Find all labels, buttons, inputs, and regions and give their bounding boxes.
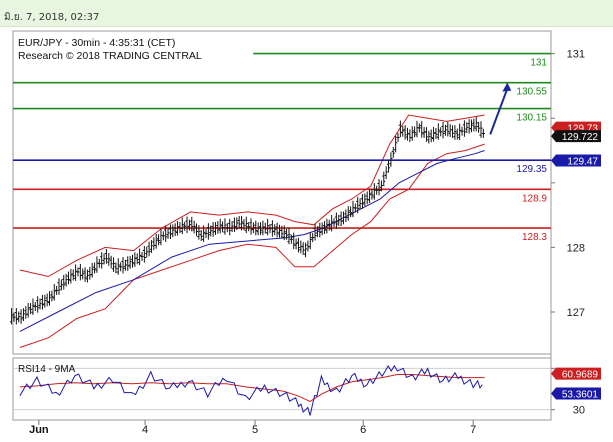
- price-tick-label: 128: [567, 242, 585, 254]
- date-tick-label: 6: [360, 424, 366, 436]
- price-badge: [551, 130, 601, 143]
- date-tick-label: 5: [252, 424, 258, 436]
- timestamp: มิ.ย. 7, 2018, 02:37: [4, 12, 100, 23]
- level-label: 128.3: [522, 232, 547, 243]
- price-tick-label: 131: [567, 49, 585, 61]
- chart-subtitle: Research © 2018 TRADING CENTRAL: [18, 50, 202, 62]
- projection-line: [489, 88, 509, 135]
- header-bar: มิ.ย. 7, 2018, 02:37: [0, 0, 613, 27]
- price-badge: [551, 154, 601, 167]
- date-tick-label: Jun: [29, 424, 49, 436]
- rsi-badge: [551, 387, 601, 400]
- projection-arrow: [489, 82, 512, 135]
- price-tick-label: 127: [567, 307, 585, 319]
- price-bars: [9, 116, 485, 325]
- rsi-tick-label: 30: [573, 405, 585, 417]
- price-axis-ticks: 127 128 131: [551, 49, 585, 319]
- rsi-ma-line: [19, 374, 485, 402]
- level-label: 129.35: [516, 164, 547, 175]
- rsi-indicator: 30 60.9689 53.3601: [13, 364, 601, 417]
- date-tick-label: 7: [470, 424, 476, 436]
- price-badge-label: 129.73: [567, 124, 598, 135]
- rsi-title: RSI14 - 9MA: [18, 364, 76, 375]
- main-panel-frame: [12, 30, 552, 355]
- rsi-line: [19, 364, 483, 416]
- bollinger-upper-line: [19, 114, 485, 278]
- rsi-badge-label: 60.9689: [562, 370, 599, 381]
- price-badge-label: 129.722: [562, 132, 599, 143]
- projection-arrowhead: [502, 82, 512, 92]
- date-axis: Jun 4 5 6 7: [29, 420, 476, 436]
- level-label: 128.9: [522, 193, 547, 204]
- level-label: 131: [530, 58, 547, 69]
- level-label: 130.15: [516, 113, 547, 124]
- price-badge-label: 129.47: [567, 156, 598, 167]
- level-label: 130.55: [516, 87, 547, 98]
- rsi-badge: [551, 367, 601, 380]
- rsi-badge-label: 53.3601: [562, 390, 599, 401]
- date-tick-label: 4: [142, 424, 148, 436]
- chart-title: EUR/JPY - 30min - 4:35:31 (CET): [18, 37, 175, 49]
